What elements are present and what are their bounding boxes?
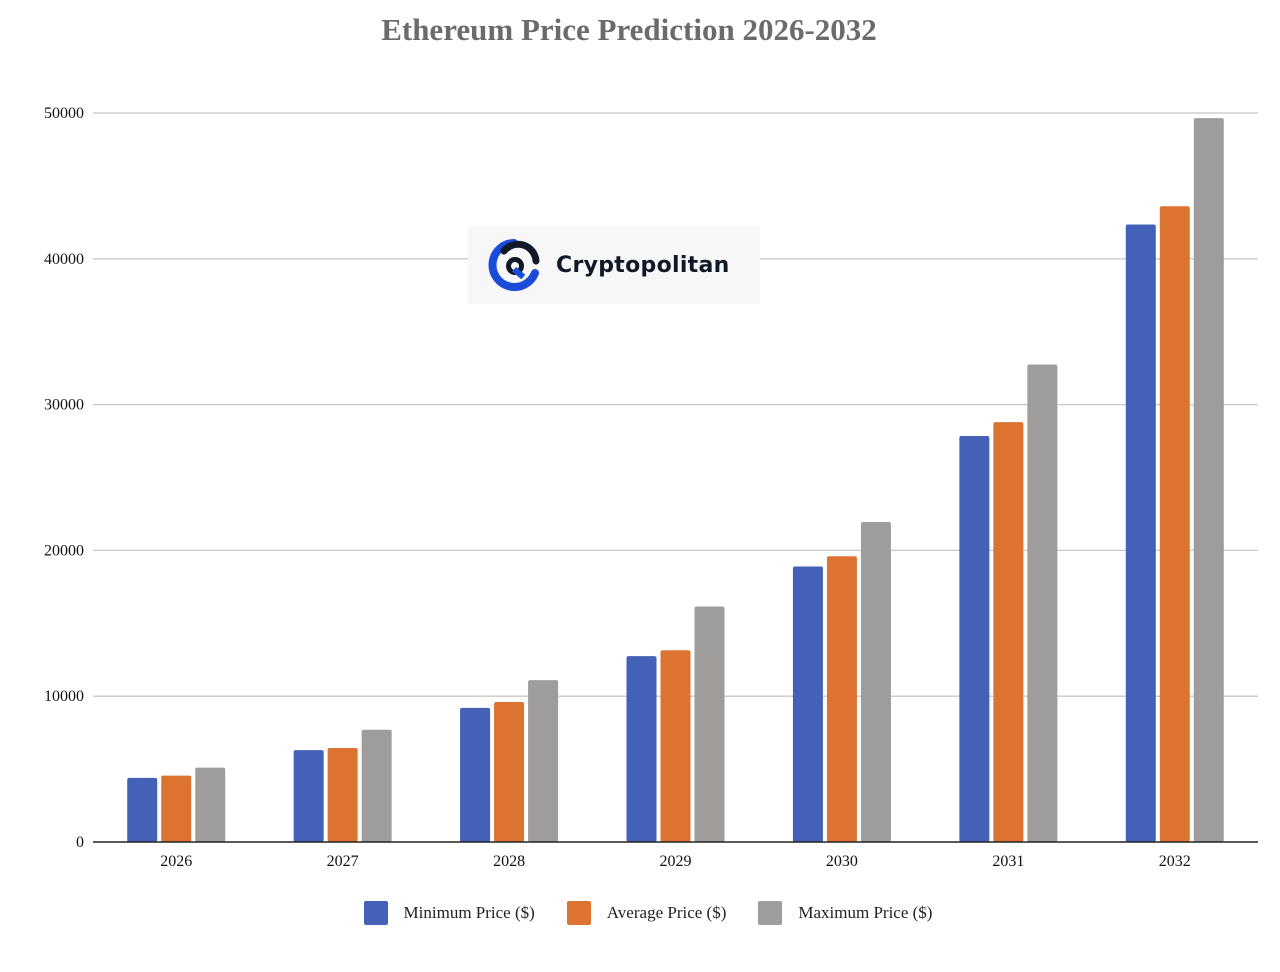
x-tick-label: 2028: [493, 853, 525, 870]
bar: [293, 750, 324, 842]
grid-layer: [93, 112, 1258, 697]
bar: [792, 566, 823, 842]
legend-label-minimum: Minimum Price ($): [403, 903, 535, 922]
bar: [993, 422, 1024, 842]
legend-item-minimum: Minimum Price ($): [363, 901, 535, 925]
y-tick-label: 40000: [44, 251, 84, 268]
bar: [327, 747, 358, 842]
legend-item-maximum: Maximum Price ($): [758, 901, 932, 925]
x-tick-label: 2030: [826, 853, 858, 870]
axis-layer: 0 10000 20000 30000 40000 50000 2026 2027 2028 20…: [44, 105, 1258, 870]
bar: [860, 521, 891, 842]
bar: [494, 702, 525, 842]
x-tick-label: 2026: [160, 853, 192, 870]
legend-swatch-average: [566, 901, 591, 925]
bar: [161, 775, 192, 842]
bar: [195, 767, 226, 842]
bar: [660, 650, 691, 842]
bar: [1159, 206, 1190, 842]
legend-item-average: Average Price ($): [566, 901, 727, 925]
legend: Minimum Price ($) Average Price ($) Maxi…: [0, 901, 1280, 925]
chart-title: Ethereum Price Prediction 2026-2032: [381, 12, 877, 47]
legend-swatch-minimum: [363, 901, 388, 925]
y-tick-label: 20000: [44, 542, 84, 559]
watermark-text: Cryptopolitan: [556, 252, 730, 278]
y-tick-label: 30000: [44, 397, 84, 414]
bar: [959, 435, 990, 842]
bar: [1193, 118, 1224, 842]
x-tick-label: 2031: [992, 853, 1024, 870]
bar: [127, 777, 158, 842]
legend-label-maximum: Maximum Price ($): [798, 903, 933, 922]
legend-label-average: Average Price ($): [606, 903, 727, 922]
bars-layer: [127, 118, 1224, 843]
cryptopolitan-logo-icon: [488, 239, 540, 291]
bar: [826, 556, 857, 842]
y-tick-label: 50000: [44, 105, 84, 122]
x-tick-label: 2027: [327, 853, 359, 870]
bar: [460, 707, 491, 842]
bar: [1125, 224, 1156, 843]
bar: [694, 606, 725, 842]
y-tick-label: 0: [76, 834, 84, 851]
watermark: Cryptopolitan: [468, 226, 760, 304]
x-tick-label: 2029: [660, 853, 692, 870]
bar: [528, 680, 559, 842]
y-tick-label: 10000: [44, 688, 84, 705]
legend-swatch-maximum: [758, 901, 783, 925]
bar: [626, 656, 657, 842]
bar: [1027, 364, 1058, 842]
x-tick-label: 2032: [1159, 853, 1191, 870]
bar: [361, 729, 392, 842]
